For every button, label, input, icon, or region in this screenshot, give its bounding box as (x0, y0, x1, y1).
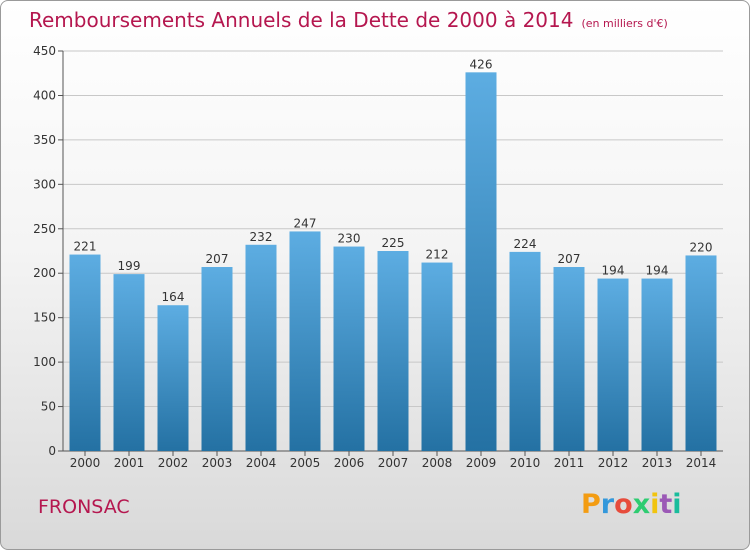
y-tick-label: 150 (33, 311, 56, 325)
x-axis: 2000 2001 2002 2003 2004 2005 2006 2007 2008 2009… (70, 451, 717, 470)
brand-logo: Proxiti (581, 489, 682, 520)
bar-2007 (377, 251, 409, 451)
brand-letter: r (600, 489, 615, 520)
data-label: 232 (250, 230, 273, 244)
bar-2009 (465, 72, 497, 451)
bar-2001 (113, 274, 145, 451)
brand-letter: x (632, 489, 651, 520)
x-tick-label: 2004 (246, 456, 277, 470)
chart-subtitle: (en milliers d'€) (581, 17, 668, 30)
data-label: 207 (558, 252, 581, 266)
x-tick-label: 2006 (334, 456, 365, 470)
bar-2003 (201, 267, 233, 451)
x-tick-label: 2007 (378, 456, 409, 470)
y-tick-label: 400 (33, 88, 56, 102)
bar-2010 (509, 251, 541, 451)
x-tick-label: 2001 (114, 456, 145, 470)
city-name: FRONSAC (38, 496, 130, 518)
data-labels: 221 199 164 207 232 247 230 225 212 426 224 207 194 1… (74, 57, 713, 304)
bar-2000 (69, 254, 101, 451)
bar-2005 (289, 231, 321, 451)
x-tick-label: 2005 (290, 456, 321, 470)
x-tick-label: 2003 (202, 456, 233, 470)
y-tick-label: 100 (33, 355, 56, 369)
bar-2008 (421, 262, 453, 451)
bar-2006 (333, 246, 365, 451)
chart-title-text: Remboursements Annuels de la Dette de 20… (29, 8, 574, 32)
x-tick-label: 2008 (422, 456, 453, 470)
x-tick-label: 2013 (642, 456, 673, 470)
x-tick-label: 2014 (686, 456, 717, 470)
data-label: 426 (470, 57, 493, 71)
y-tick-label: 0 (48, 444, 56, 458)
x-tick-label: 2011 (554, 456, 585, 470)
x-tick-label: 2010 (510, 456, 541, 470)
data-label: 212 (426, 248, 449, 262)
chart-title: Remboursements Annuels de la Dette de 20… (29, 8, 668, 32)
x-tick-label: 2000 (70, 456, 101, 470)
data-label: 207 (206, 252, 229, 266)
y-tick-label: 300 (33, 177, 56, 191)
bars-group (69, 72, 717, 451)
bar-2014 (685, 255, 717, 451)
data-label: 199 (118, 259, 141, 273)
data-label: 247 (294, 216, 317, 230)
bar-2013 (641, 278, 673, 451)
data-label: 224 (514, 237, 537, 251)
y-tick-label: 50 (41, 400, 56, 414)
bar-2011 (553, 267, 585, 451)
data-label: 221 (74, 240, 97, 254)
x-tick-label: 2002 (158, 456, 189, 470)
x-tick-label: 2009 (466, 456, 497, 470)
data-label: 194 (602, 264, 625, 278)
bar-2002 (157, 305, 189, 451)
data-label: 220 (690, 240, 713, 254)
y-tick-label: 200 (33, 266, 56, 280)
bar-2004 (245, 244, 277, 451)
brand-letter: o (614, 489, 633, 520)
brand-letter: t (659, 489, 673, 520)
y-tick-label: 250 (33, 222, 56, 236)
data-label: 164 (162, 290, 185, 304)
data-label: 194 (646, 264, 669, 278)
brand-letter: i (650, 489, 660, 520)
x-tick-label: 2012 (598, 456, 629, 470)
brand-letter: P (581, 489, 601, 520)
y-tick-label: 350 (33, 133, 56, 147)
bar-2012 (597, 278, 629, 451)
y-tick-label: 450 (33, 44, 56, 58)
data-label: 230 (338, 232, 361, 246)
data-label: 225 (382, 236, 405, 250)
brand-letter: i (672, 489, 682, 520)
